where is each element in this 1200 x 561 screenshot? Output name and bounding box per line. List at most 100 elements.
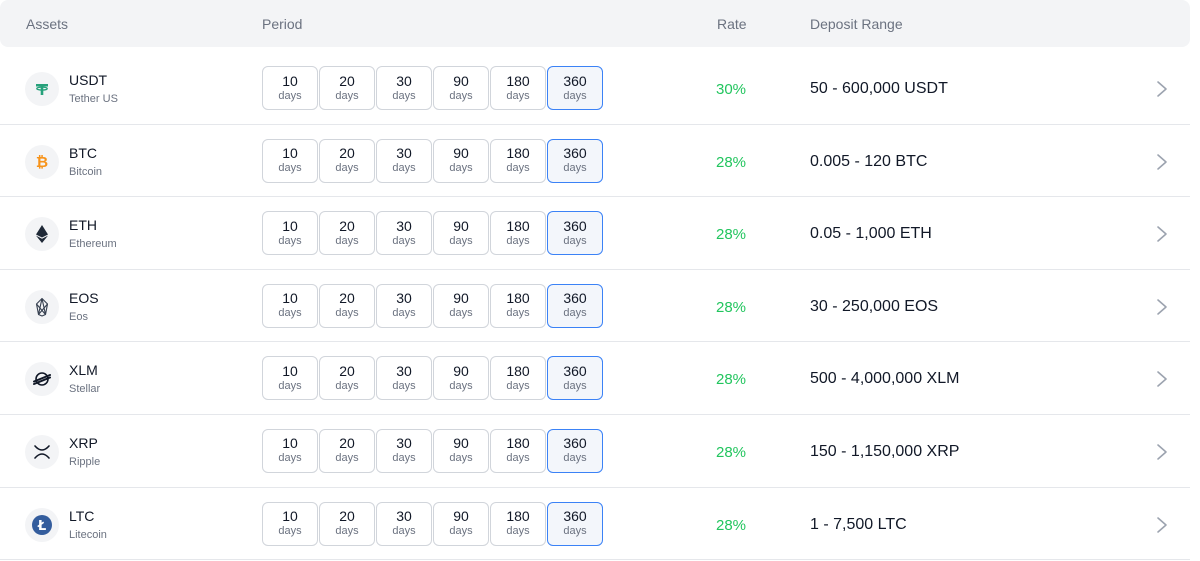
period-unit: days	[449, 162, 473, 175]
asset-symbol: XLM	[69, 362, 98, 379]
period-button-90[interactable]: 90 days	[433, 356, 489, 401]
asset-symbol: XRP	[69, 434, 98, 451]
period-button-180[interactable]: 180 days	[490, 356, 546, 401]
deposit-range-value: 50 - 600,000 USDT	[810, 80, 948, 97]
period-button-20[interactable]: 20 days	[319, 428, 375, 473]
period-unit: days	[335, 452, 359, 465]
period-unit: days	[278, 162, 302, 175]
period-button-30[interactable]: 30 days	[376, 283, 432, 328]
deposit-range-value: 500 - 4,000,000 XLM	[810, 370, 960, 388]
rate-value: 28%	[716, 226, 747, 244]
asset-name: Tether US	[69, 93, 118, 105]
table-row[interactable]: USDT Tether US 10 days 20 days 30 days 90 days 180…	[0, 52, 1190, 125]
table-row[interactable]: XRP Ripple 10 days 20 days 30 days 90 days 180 days…	[0, 415, 1190, 488]
period-button-180[interactable]: 180 days	[490, 501, 546, 546]
period-button-10[interactable]: 10 days	[262, 428, 318, 473]
chevron-right-icon[interactable]	[1155, 224, 1169, 244]
period-unit: days	[506, 452, 530, 465]
period-button-10[interactable]: 10 days	[262, 66, 318, 110]
period-button-20[interactable]: 20 days	[319, 283, 375, 328]
period-value: 180	[506, 508, 530, 525]
period-unit: days	[335, 89, 359, 102]
period-value: 20	[339, 508, 355, 525]
period-value: 90	[453, 290, 469, 307]
period-button-360[interactable]: 360 days	[547, 428, 603, 473]
period-unit: days	[563, 234, 587, 247]
deposit-range-value: 150 - 1,150,000 XRP	[810, 442, 960, 460]
period-unit: days	[392, 525, 416, 538]
period-value: 90	[453, 217, 469, 234]
period-button-360[interactable]: 360 days	[547, 211, 603, 256]
asset-name: Eos	[69, 310, 88, 323]
period-button-30[interactable]: 30 days	[376, 138, 432, 183]
header-rate: Rate	[717, 16, 747, 32]
period-button-180[interactable]: 180 days	[490, 211, 546, 256]
table-row[interactable]: EOS Eos 10 days 20 days 30 days 90 days 180 days 360…	[0, 270, 1190, 343]
bitcoin-icon: ₿	[25, 144, 59, 179]
table-row[interactable]: ETH Ethereum 10 days 20 days 30 days 90 days 180 da…	[0, 197, 1190, 270]
period-button-90[interactable]: 90 days	[433, 501, 489, 546]
litecoin-icon: Ł	[25, 507, 59, 542]
period-button-10[interactable]: 10 days	[262, 356, 318, 401]
asset-name: Bitcoin	[69, 165, 103, 178]
period-unit: days	[506, 379, 530, 392]
period-button-30[interactable]: 30 days	[376, 428, 432, 473]
period-button-360[interactable]: 360 days	[547, 283, 603, 328]
period-button-180[interactable]: 180 days	[490, 428, 546, 473]
deposit-range-value: 0.005 - 120 BTC	[810, 152, 928, 170]
period-button-90[interactable]: 90 days	[433, 66, 489, 110]
asset-name: Litecoin	[69, 528, 107, 541]
period-button-20[interactable]: 20 days	[319, 66, 375, 110]
period-button-10[interactable]: 10 days	[262, 501, 318, 546]
rate-value: 28%	[716, 443, 747, 461]
period-button-30[interactable]: 30 days	[376, 66, 432, 110]
period-button-360[interactable]: 360 days	[547, 501, 603, 546]
period-button-20[interactable]: 20 days	[319, 356, 375, 401]
period-button-30[interactable]: 30 days	[376, 501, 432, 546]
asset-name: Stellar	[69, 383, 101, 396]
period-value: 360	[563, 217, 587, 234]
period-button-360[interactable]: 360 days	[547, 66, 603, 110]
period-unit: days	[563, 525, 587, 538]
chevron-right-icon[interactable]	[1155, 152, 1169, 172]
period-button-180[interactable]: 180 days	[490, 283, 546, 328]
period-button-10[interactable]: 10 days	[262, 283, 318, 328]
chevron-right-icon[interactable]	[1155, 515, 1169, 535]
period-button-20[interactable]: 20 days	[319, 501, 375, 546]
period-button-90[interactable]: 90 days	[433, 428, 489, 473]
period-button-20[interactable]: 20 days	[319, 211, 375, 256]
period-button-30[interactable]: 30 days	[376, 211, 432, 256]
table-body: USDT Tether US 10 days 20 days 30 days 90 days 180…	[0, 52, 1190, 561]
period-value: 180	[506, 217, 530, 234]
period-value: 30	[396, 435, 412, 452]
rate-value: 28%	[716, 371, 747, 389]
chevron-right-icon[interactable]	[1155, 79, 1169, 99]
period-value: 30	[396, 72, 412, 89]
period-button-10[interactable]: 10 days	[262, 138, 318, 183]
period-unit: days	[506, 89, 530, 102]
period-unit: days	[506, 525, 530, 538]
period-unit: days	[449, 234, 473, 247]
period-button-180[interactable]: 180 days	[490, 138, 546, 183]
period-button-360[interactable]: 360 days	[547, 356, 603, 401]
period-button-360[interactable]: 360 days	[547, 138, 603, 183]
period-value: 20	[339, 362, 355, 379]
chevron-right-icon[interactable]	[1155, 442, 1169, 462]
table-row[interactable]: XLM Stellar 10 days 20 days 30 days 90 days 180 day…	[0, 342, 1190, 415]
period-button-90[interactable]: 90 days	[433, 138, 489, 183]
header-assets: Assets	[26, 16, 69, 32]
chevron-right-icon[interactable]	[1155, 297, 1169, 317]
period-unit: days	[392, 89, 416, 102]
period-button-90[interactable]: 90 days	[433, 283, 489, 328]
chevron-right-icon[interactable]	[1155, 369, 1169, 389]
period-button-10[interactable]: 10 days	[262, 211, 318, 256]
period-button-30[interactable]: 30 days	[376, 356, 432, 401]
table-row[interactable]: ₿ BTC Bitcoin 10 days 20 days 30 days 90 days 180 da…	[0, 125, 1190, 198]
period-value: 90	[453, 362, 469, 379]
deposit-range-value: 0.05 - 1,000 ETH	[810, 225, 932, 243]
period-button-20[interactable]: 20 days	[319, 138, 375, 183]
deposit-range-value: 30 - 250,000 EOS	[810, 297, 939, 315]
period-button-180[interactable]: 180 days	[490, 66, 546, 110]
period-button-90[interactable]: 90 days	[433, 211, 489, 256]
table-row[interactable]: Ł LTC Litecoin 10 days 20 days 30 days 90 days 180 d…	[0, 488, 1190, 561]
